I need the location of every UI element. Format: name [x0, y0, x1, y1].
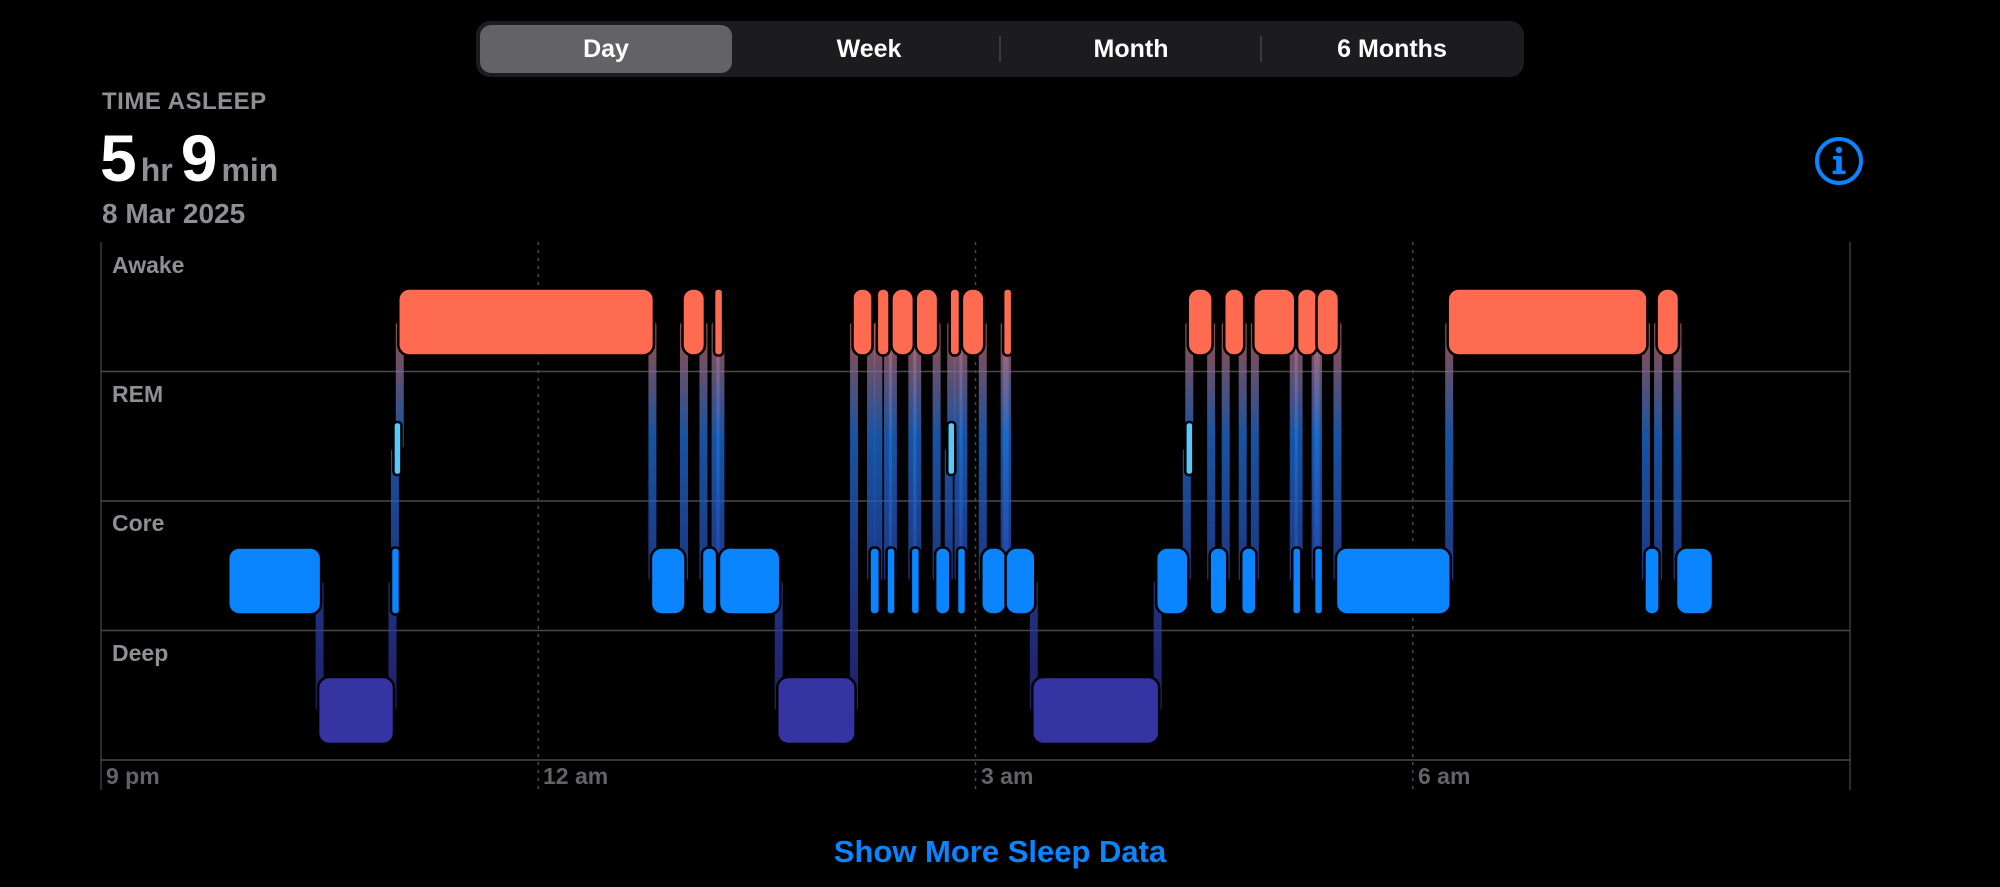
- tab-day[interactable]: Day: [480, 25, 732, 73]
- sleep-stage-block-deep: [775, 675, 857, 746]
- sleep-stage-block-core: [1290, 546, 1303, 616]
- stage-transition: [1445, 322, 1454, 581]
- x-tick-label: 3 am: [981, 763, 1033, 789]
- tab-6-months[interactable]: 6 Months: [1337, 35, 1447, 63]
- stage-transition: [1153, 581, 1162, 711]
- sleep-stage-block-awake: [1446, 287, 1649, 357]
- sleep-stage-block-core: [1239, 546, 1258, 616]
- info-circle-icon: [1815, 137, 1863, 185]
- sleep-stage-block-core: [649, 546, 687, 616]
- sleep-stage-block-core: [1004, 546, 1037, 616]
- sleep-stage-block-core: [933, 546, 952, 616]
- sleep-stage-block-core: [1334, 546, 1452, 616]
- stage-transition: [1238, 322, 1247, 581]
- segment-divider: [999, 36, 1001, 62]
- time-asleep-value: 5 hr 9 min: [100, 120, 286, 195]
- stage-transition: [874, 322, 883, 581]
- stage-transition: [774, 581, 783, 711]
- hours-unit: hr: [140, 152, 173, 188]
- sleep-stage-block-awake: [681, 287, 707, 357]
- sleep-stage-block-awake: [1001, 287, 1014, 357]
- segment-divider: [1260, 36, 1262, 62]
- sleep-stage-block-awake: [890, 287, 916, 357]
- sleep-stage-block-deep: [1031, 675, 1161, 746]
- sleep-stage-block-core: [226, 546, 323, 616]
- sleep-stage-block-core: [389, 546, 402, 616]
- stage-transition: [1029, 581, 1038, 711]
- sleep-stage-block-core: [1643, 546, 1661, 616]
- stage-transition: [867, 322, 876, 581]
- time-asleep-label: TIME ASLEEP: [102, 88, 267, 115]
- sleep-stage-block-awake: [1655, 287, 1681, 357]
- sleep-stage-block-awake: [712, 287, 725, 357]
- x-tick-label: 9 pm: [106, 763, 160, 789]
- sleep-stage-block-awake: [914, 287, 940, 357]
- sleep-stage-block-core: [717, 546, 782, 616]
- stage-transition: [1207, 322, 1216, 581]
- sleep-stage-block-core: [980, 546, 1008, 616]
- stage-transition: [1641, 322, 1650, 581]
- stage-transition: [913, 322, 922, 581]
- sleep-stage-block-awake: [960, 287, 986, 357]
- sleep-stage-block-core: [1154, 546, 1190, 616]
- sleep-stage-block-core: [1674, 546, 1715, 616]
- stage-transition: [680, 322, 688, 581]
- stage-transition: [648, 322, 657, 581]
- stage-transition: [888, 322, 897, 581]
- sleep-stage-block-rem: [946, 420, 957, 477]
- x-tick-label: 6 am: [1418, 763, 1470, 789]
- sleep-stage-block-core: [909, 546, 922, 616]
- sleep-stage-block-core: [1208, 546, 1229, 616]
- sleep-stage-block-awake: [948, 287, 962, 357]
- stage-label-deep: Deep: [112, 640, 168, 666]
- stage-transition: [1182, 448, 1191, 581]
- stage-label-core: Core: [112, 510, 164, 536]
- stage-transition: [1003, 322, 1012, 581]
- sleep-stage-block-core: [700, 546, 719, 616]
- sleep-stage-block-awake: [1295, 287, 1319, 357]
- stage-label-rem: REM: [112, 381, 163, 407]
- stage-transition: [850, 322, 859, 711]
- tab-week[interactable]: Week: [836, 35, 902, 63]
- sleep-stage-block-awake: [851, 287, 874, 357]
- sleep-stage-block-awake: [1222, 287, 1246, 357]
- show-more-sleep-data-link[interactable]: Show More Sleep Data: [833, 834, 1167, 869]
- stage-transition: [1673, 322, 1682, 581]
- stage-transition: [699, 322, 708, 581]
- sleep-stage-block-core: [955, 546, 968, 616]
- stage-transition: [1314, 322, 1323, 581]
- sleep-stage-block-core: [868, 546, 882, 616]
- stage-transition: [978, 322, 987, 581]
- minutes-unit: min: [221, 152, 279, 188]
- sleep-stages-chart: Awake REM Core Deep 9 pm 12 am 3 am 6 am: [100, 242, 1851, 790]
- sleep-date: 8 Mar 2025: [102, 198, 246, 229]
- stage-transition: [716, 322, 725, 581]
- stage-transition: [1221, 322, 1230, 581]
- sleep-stage-block-core: [885, 546, 897, 616]
- stage-transition: [1294, 322, 1303, 581]
- stage-transition: [959, 322, 968, 581]
- sleep-stage-block-deep: [316, 675, 396, 746]
- sleep-stage-block-awake: [1315, 287, 1341, 357]
- sleep-stage-block-awake: [1186, 287, 1214, 357]
- stage-transition: [315, 581, 324, 711]
- stage-transition: [1654, 322, 1663, 581]
- sleep-stage-block-core: [1312, 546, 1325, 616]
- minutes-value: 9: [180, 121, 218, 195]
- stage-transition: [1333, 322, 1342, 581]
- stage-label-awake: Awake: [112, 252, 184, 278]
- stage-transition: [932, 322, 941, 581]
- tab-month[interactable]: Month: [1093, 35, 1169, 63]
- sleep-stage-block-rem: [1184, 420, 1195, 477]
- sleep-stage-block-awake: [397, 287, 656, 357]
- sleep-stage-block-awake: [875, 287, 891, 357]
- sleep-stage-block-awake: [1252, 287, 1297, 357]
- hours-value: 5: [100, 121, 137, 195]
- sleep-stage-block-rem: [392, 420, 403, 477]
- x-tick-label: 12 am: [543, 763, 608, 789]
- time-range-segmented-control: Day Week Month 6 Months: [476, 21, 1524, 77]
- stage-transition: [1250, 322, 1259, 581]
- info-button[interactable]: [1814, 136, 1864, 186]
